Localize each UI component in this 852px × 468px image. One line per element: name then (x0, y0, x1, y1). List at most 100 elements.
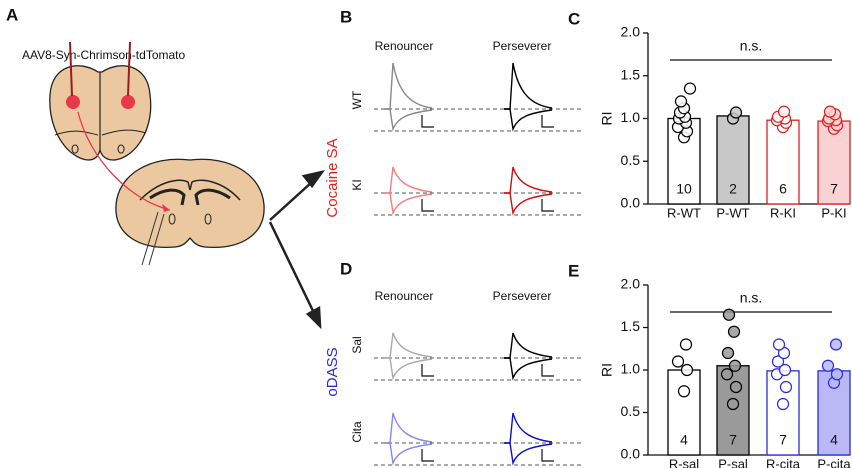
x-tick-label: R-cita (766, 456, 801, 468)
y-axis-label: RI (599, 112, 615, 126)
trace-row-label: KI (350, 179, 364, 190)
x-tick-label: P-cita (817, 456, 851, 468)
traces (374, 62, 584, 466)
y-tick-label: 1.5 (621, 66, 641, 82)
data-point (729, 380, 743, 394)
data-point (671, 355, 685, 368)
x-tick-label: R-KI (770, 205, 796, 220)
trace (384, 62, 433, 110)
trace-row-label: Sal (350, 336, 364, 353)
trace (504, 166, 553, 194)
bar (667, 369, 701, 456)
y-tick-label: 0.0 (621, 195, 641, 211)
scale-bar (421, 449, 434, 462)
virus-label: AAV8-Syn-Chrimson-tdTomato (22, 48, 185, 62)
annotation: n.s. (740, 290, 763, 306)
data-point (680, 363, 694, 377)
trace (384, 166, 433, 194)
data-point (727, 325, 741, 338)
brain-illustration (49, 41, 265, 266)
panel-label: D (340, 259, 352, 278)
data-point (674, 95, 688, 108)
trace-header: Renouncer (375, 289, 434, 303)
scale-bar (541, 115, 554, 128)
scale-bar (541, 199, 554, 212)
data-point (821, 359, 835, 372)
bar (716, 115, 750, 205)
sample-size: 7 (729, 432, 737, 448)
data-point (722, 308, 736, 321)
trace (504, 332, 553, 359)
scale-bar (541, 364, 554, 377)
trace (384, 108, 433, 132)
trace-header: Renouncer (375, 39, 434, 53)
trace-header: Perseverer (493, 289, 552, 303)
data-point (771, 355, 785, 368)
y-tick-label: 0.0 (621, 446, 641, 462)
data-point (776, 397, 790, 411)
data-point (683, 82, 697, 95)
trace (504, 412, 553, 444)
x-tick-label: R-sal (669, 456, 699, 468)
trace (384, 332, 433, 359)
trace (384, 412, 433, 444)
data-point (720, 368, 734, 381)
trace (384, 442, 433, 466)
data-point (779, 380, 793, 394)
trace-row-label: WT (350, 90, 364, 109)
y-tick-label: 0.5 (621, 152, 641, 168)
trace (384, 192, 433, 216)
sample-size: 6 (779, 181, 787, 197)
y-tick-label: 0.5 (621, 403, 641, 419)
data-point (823, 105, 837, 118)
trace (384, 357, 433, 381)
y-tick-label: 1.5 (621, 318, 641, 334)
y-axis-label: RI (599, 363, 615, 377)
data-point (677, 385, 691, 398)
branch-arrows (268, 170, 325, 330)
x-tick-label: P-sal (718, 456, 748, 468)
panel-label: B (340, 7, 352, 26)
data-point (830, 368, 844, 381)
trace-header: Perseverer (493, 39, 552, 53)
panel-label: A (6, 5, 18, 24)
sample-size: 4 (830, 432, 838, 448)
data-point (772, 338, 786, 351)
data-point (726, 397, 740, 411)
annotation: n.s. (740, 38, 763, 54)
data-point (777, 105, 791, 118)
data-point (728, 359, 742, 372)
bar (817, 120, 851, 205)
y-tick-label: 1.0 (621, 109, 641, 125)
condition-label: oDASS (324, 347, 341, 396)
sample-size: 4 (680, 432, 688, 448)
panel-label: C (568, 9, 580, 28)
y-tick-label: 2.0 (621, 24, 641, 40)
trace (504, 62, 553, 110)
panel-label: E (568, 261, 579, 280)
scale-bar (421, 364, 434, 377)
sample-size: 7 (779, 432, 787, 448)
trace-row-label: Cita (350, 421, 364, 443)
sample-size: 2 (729, 181, 737, 197)
y-tick-label: 2.0 (621, 276, 641, 292)
data-point (679, 338, 693, 351)
bar (766, 119, 800, 205)
data-point (729, 106, 743, 119)
x-tick-label: R-WT (667, 205, 701, 220)
scale-bar (421, 199, 434, 212)
data-point (721, 346, 735, 360)
sample-size: 10 (676, 181, 692, 197)
trace (504, 357, 553, 381)
x-tick-label: P-KI (821, 205, 846, 220)
y-tick-label: 1.0 (621, 361, 641, 377)
scale-bar (541, 449, 554, 462)
trace (504, 108, 553, 132)
condition-label: Cocaine SA (324, 138, 341, 217)
x-tick-label: P-WT (716, 205, 749, 220)
trace (504, 192, 553, 216)
data-point (829, 338, 843, 351)
trace (504, 442, 553, 466)
scale-bar (421, 115, 434, 128)
